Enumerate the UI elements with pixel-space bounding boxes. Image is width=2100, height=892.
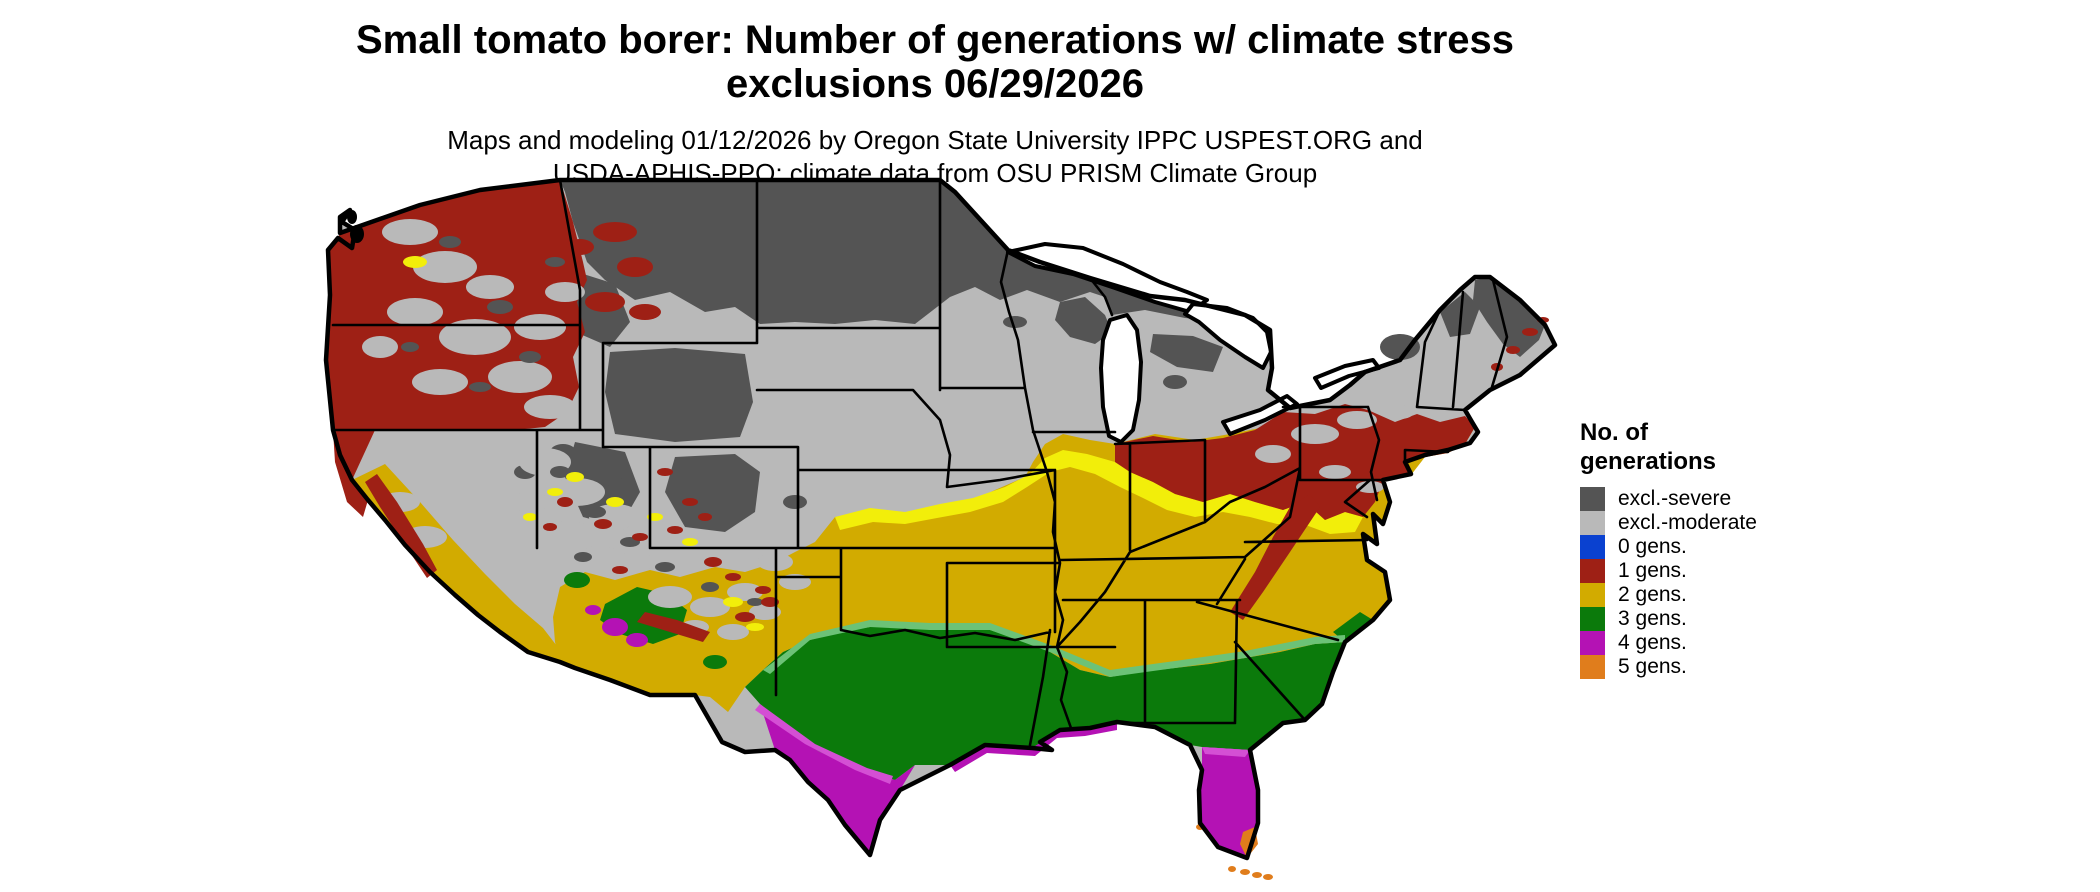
header: Small tomato borer: Number of generation… (290, 18, 1580, 190)
legend-label-4: 2 gens. (1618, 583, 1687, 606)
lake-michigan (1099, 313, 1143, 444)
legend-swatch-7 (1580, 655, 1605, 679)
legend-row-5: 3 gens. (1580, 607, 1840, 631)
state-borders (331, 178, 1509, 747)
legend-swatch-4 (1580, 583, 1605, 607)
map-mottle-moderate (362, 219, 1414, 640)
legend-label-3: 1 gens. (1618, 559, 1687, 582)
us-outline (323, 177, 1558, 861)
legend-row-0: excl.-severe (1580, 487, 1840, 511)
subtitle: Maps and modeling 01/12/2026 by Oregon S… (290, 124, 1580, 190)
legend-row-2: 0 gens. (1580, 535, 1840, 559)
legend-label-1: excl.-moderate (1618, 511, 1757, 534)
map-mottle-transition-yellow (403, 256, 764, 631)
page-title-line1: Small tomato borer: Number of generation… (355, 18, 1515, 62)
map-zone-transition-green (763, 620, 1345, 677)
legend-swatch-1 (1580, 511, 1605, 535)
us-map-svg (323, 177, 1558, 880)
legend-label-2: 0 gens. (1618, 535, 1687, 558)
legend-swatch-5 (1580, 607, 1605, 631)
legend-row-4: 2 gens. (1580, 583, 1840, 607)
lake-erie (1221, 394, 1299, 436)
map-mottle-1-gens (365, 222, 779, 642)
legend-swatch-3 (1580, 559, 1605, 583)
legend-items: excl.-severe excl.-moderate 0 gens. 1 gens.… (1580, 487, 1840, 679)
legend-label-6: 4 gens. (1618, 631, 1687, 654)
legend-label-7: 5 gens. (1618, 655, 1687, 678)
legend-row-1: excl.-moderate (1580, 511, 1840, 535)
legend-row-6: 4 gens. (1580, 631, 1840, 655)
legend-row-7: 5 gens. (1580, 655, 1840, 679)
page-title-line2: exclusions 06/29/2026 (725, 62, 1145, 106)
legend-swatch-0 (1580, 487, 1605, 511)
map-mottle-severe (401, 236, 763, 606)
legend-swatch-2 (1580, 535, 1605, 559)
legend-label-5: 3 gens. (1618, 607, 1687, 630)
legend-title-line1: No. of (1580, 419, 1648, 446)
subtitle-line1: Maps and modeling 01/12/2026 by Oregon S… (447, 125, 1423, 155)
map-zone-transition-magenta (755, 704, 1250, 784)
legend-swatch-6 (1580, 631, 1605, 655)
legend-row-3: 1 gens. (1580, 559, 1840, 583)
legend-label-0: excl.-severe (1618, 487, 1732, 510)
map-zone-4-gens (585, 605, 1258, 858)
legend-title-line2: generations (1580, 448, 1717, 475)
legend: No. of generations excl.-severe excl.-mod… (1580, 418, 1840, 679)
us-map (315, 172, 1560, 885)
map-zone-transition-yellow (835, 450, 1363, 534)
